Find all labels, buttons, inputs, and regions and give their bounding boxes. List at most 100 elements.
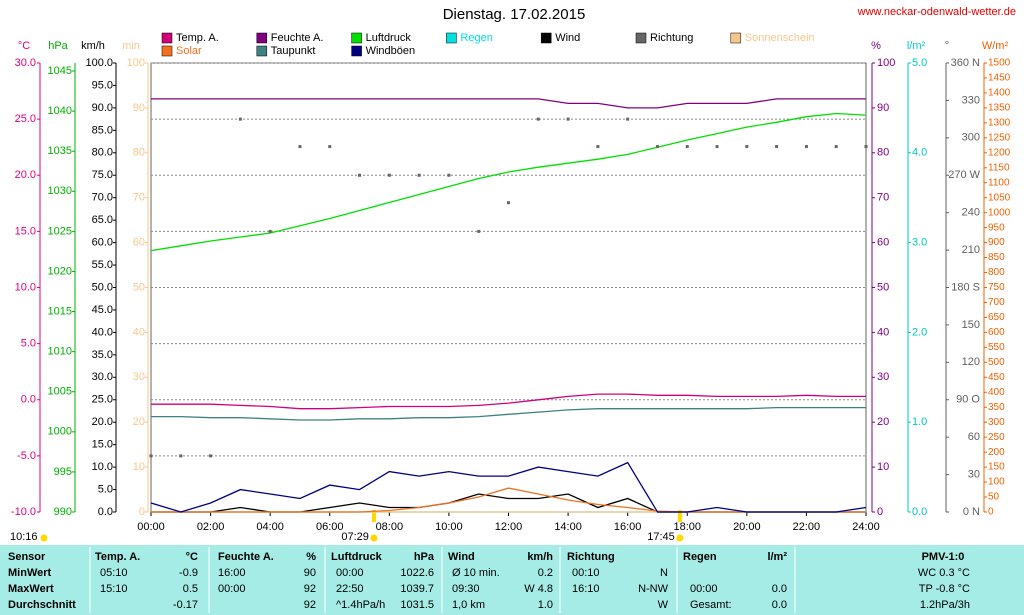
y-tick-label: 100	[988, 477, 1005, 488]
cell-time: 15:10	[100, 583, 128, 595]
sunset-label: 17:45	[647, 531, 675, 543]
y-tick-label: 750	[988, 282, 1005, 293]
y-tick-label: 180 S	[951, 281, 980, 293]
direction-point	[238, 117, 242, 121]
y-tick-label: 60	[877, 237, 889, 249]
y-tick-label: 5.0	[912, 57, 927, 69]
y-tick-label: 150	[988, 462, 1005, 473]
group-unit: km/h	[527, 551, 553, 563]
y-tick-label: 60.0	[92, 237, 113, 249]
cell-time: Ø 10 min.	[452, 567, 500, 579]
y-tick-label: 55.0	[92, 259, 113, 271]
direction-point	[745, 145, 749, 149]
cell-value: 0.0	[772, 599, 787, 611]
cell-value: W	[658, 599, 669, 611]
cell-value: 1031.5	[400, 599, 434, 611]
cell-value: 0.5	[183, 583, 198, 595]
y-tick-label: 850	[988, 252, 1005, 263]
x-tick-label: 16:00	[614, 521, 642, 533]
cell-time: 00:00	[336, 567, 364, 579]
y-tick-label: 1030	[48, 185, 72, 197]
legend-swatch	[540, 32, 552, 44]
y-tick-label: -5.0	[17, 450, 36, 462]
y-tick-label: 240	[962, 207, 980, 219]
cell-value: 0.0	[772, 583, 787, 595]
cell-value: 90	[304, 567, 316, 579]
group-name: Richtung	[567, 551, 615, 563]
direction-point	[655, 145, 659, 149]
y-tick-label: 0	[988, 507, 994, 518]
y-tick-label: 800	[988, 267, 1005, 278]
direction-point	[775, 145, 779, 149]
sunrise-label: 07:29	[341, 531, 369, 543]
cell-time: 09:30	[452, 583, 480, 595]
group-name: Luftdruck	[331, 551, 383, 563]
y-tick-label: 1035	[48, 145, 72, 157]
y-tick-label: 70	[133, 192, 145, 204]
cell-time: 16:10	[572, 583, 600, 595]
sun-icon	[40, 534, 48, 542]
y-tick-label: 90 O	[956, 394, 980, 406]
y-tick-label: 25.0	[15, 113, 36, 125]
y-tick-label: 1015	[48, 305, 72, 317]
y-tick-label: 1200	[988, 147, 1011, 158]
table-background	[0, 545, 1024, 615]
y-tick-label: 90.0	[92, 102, 113, 114]
cell-time: 22:50	[336, 583, 364, 595]
y-tick-label: 3.0	[912, 237, 927, 249]
legend-swatch	[446, 32, 457, 44]
y-tick-label: 80	[877, 147, 889, 159]
axis-unit: W/m²	[982, 40, 1009, 52]
y-tick-label: 0 N	[963, 506, 980, 518]
direction-point	[685, 145, 689, 149]
legend-label: Windböen	[366, 45, 416, 57]
y-tick-label: 1000	[988, 207, 1011, 218]
x-tick-label: 04:00	[256, 521, 284, 533]
legend-label: Solar	[176, 45, 202, 57]
y-tick-label: 2.0	[912, 326, 927, 338]
y-tick-label: 995	[54, 466, 72, 478]
direction-point	[298, 145, 302, 149]
y-tick-label: 1025	[48, 225, 72, 237]
axis-unit: °C	[18, 40, 30, 52]
direction-point	[477, 229, 481, 233]
series-line	[150, 461, 867, 513]
cell-time: ^1.4hPa/h	[336, 599, 385, 611]
legend-label: Wind	[555, 32, 580, 44]
group-unit: %	[306, 551, 316, 563]
cell-time: 00:10	[572, 567, 600, 579]
x-tick-label: 06:00	[316, 521, 344, 533]
y-tick-label: 100	[877, 57, 895, 69]
x-tick-label: 22:00	[793, 521, 821, 533]
axis-unit: °	[945, 40, 949, 52]
y-tick-label: 70.0	[92, 192, 113, 204]
y-tick-label: 30	[877, 371, 889, 383]
y-tick-label: 0.0	[912, 506, 927, 518]
y-tick-label: 1045	[48, 65, 72, 77]
cell-value: 92	[304, 583, 316, 595]
cell-value: W 4.8	[524, 583, 553, 595]
legend-swatch	[730, 32, 742, 44]
direction-point	[715, 145, 719, 149]
x-tick-label: 12:00	[495, 521, 523, 533]
group-unit: hPa	[414, 551, 435, 563]
y-tick-label: 65.0	[92, 214, 113, 226]
direction-point	[447, 173, 451, 177]
cell-value: 0.2	[538, 567, 553, 579]
y-tick-label: 300	[962, 132, 980, 144]
axis-unit: km/h	[81, 40, 105, 52]
y-tick-label: 270 W	[948, 169, 980, 181]
cell-value: 1022.6	[400, 567, 434, 579]
y-tick-label: 20	[877, 416, 889, 428]
y-tick-label: 1005	[48, 386, 72, 398]
x-tick-label: 18:00	[673, 521, 701, 533]
direction-point	[268, 229, 272, 233]
group-name: Temp. A.	[95, 551, 140, 563]
legend-label: Regen	[460, 32, 492, 44]
y-tick-label: 0.0	[98, 506, 113, 518]
cell-value: 1.0	[538, 599, 553, 611]
y-tick-label: 1150	[988, 162, 1010, 173]
y-tick-label: 60	[968, 431, 980, 443]
y-tick-label: 1350	[988, 103, 1011, 114]
